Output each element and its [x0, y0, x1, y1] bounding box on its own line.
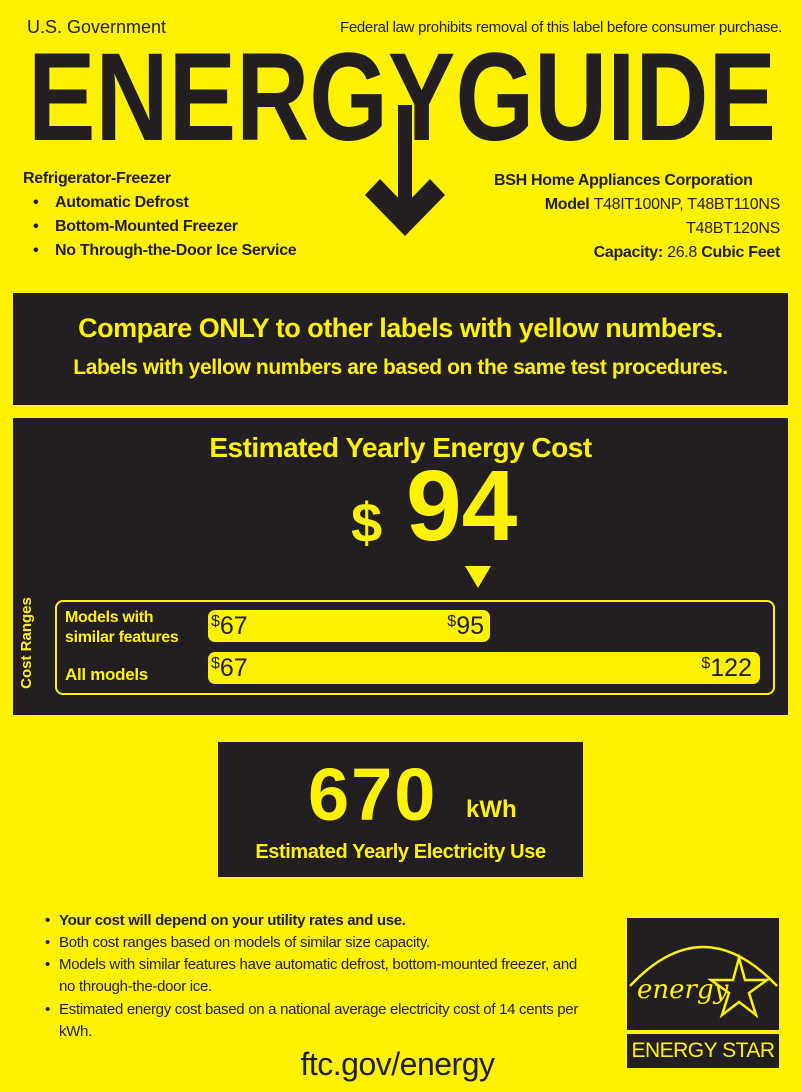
all-models-range-bar: $67 $122	[208, 652, 760, 684]
cost-pointer-icon	[465, 566, 491, 588]
appliance-type: Refrigerator-Freezer	[23, 170, 171, 187]
note-item: Estimated energy cost based on a nationa…	[45, 999, 595, 1043]
us-government-label: U.S. Government	[27, 17, 167, 37]
all-min: $67	[211, 654, 248, 682]
cost-ranges-label: Cost Ranges	[18, 597, 35, 689]
all-max: $122	[701, 654, 752, 682]
note-item: Your cost will depend on your utility ra…	[45, 910, 406, 932]
arrow-down-icon	[365, 105, 445, 236]
model-line-2: T48BT120NS	[686, 220, 780, 237]
cost-currency: $	[351, 491, 383, 554]
similar-max: $95	[447, 612, 484, 640]
energy-star-icon: energy	[627, 918, 779, 1030]
cost-ranges-box: Models with similar features All models $…	[55, 600, 775, 695]
cost-title: Estimated Yearly Energy Cost	[209, 432, 592, 463]
kwh-unit: kWh	[466, 796, 517, 823]
electricity-label: Estimated Yearly Electricity Use	[255, 841, 546, 863]
manufacturer-name: BSH Home Appliances Corporation	[494, 172, 753, 189]
compare-line-2: Labels with yellow numbers are based on …	[73, 356, 728, 379]
similar-models-label: Models with similar features	[65, 609, 179, 646]
compare-banner: Compare ONLY to other labels with yellow…	[13, 293, 788, 405]
electricity-use-panel: 670 kWh Estimated Yearly Electricity Use	[218, 742, 583, 877]
yearly-cost-panel: Estimated Yearly Energy Cost $ 94 Cost R…	[13, 418, 788, 715]
energy-star-logo: energy ENERGY STAR	[627, 918, 779, 1068]
note-item: Both cost ranges based on models of simi…	[45, 932, 430, 954]
similar-min: $67	[211, 612, 248, 640]
capacity: Capacity: 26.8 Cubic Feet	[593, 244, 781, 261]
all-models-label: All models	[65, 665, 148, 684]
feature-item: Automatic Defrost	[33, 194, 189, 212]
compare-line-1: Compare ONLY to other labels with yellow…	[78, 313, 723, 343]
model-line: Model T48IT100NP, T48BT110NS	[544, 196, 781, 213]
note-item: Models with similar features have automa…	[45, 954, 595, 998]
federal-notice: Federal law prohibits removal of this la…	[339, 19, 782, 36]
feature-item: Bottom-Mounted Freezer	[33, 218, 238, 236]
energy-star-label: ENERGY STAR	[627, 1034, 779, 1068]
svg-text:energy: energy	[637, 975, 729, 1005]
kwh-value: 670	[308, 753, 438, 836]
cost-value: 94	[406, 450, 518, 562]
similar-models-range-bar: $67 $95	[208, 610, 490, 642]
feature-item: No Through-the-Door Ice Service	[33, 242, 297, 260]
energyguide-logo: ENERGYGUIDE	[28, 45, 776, 236]
ftc-url-link[interactable]: ftc.gov/energy	[300, 1046, 496, 1082]
